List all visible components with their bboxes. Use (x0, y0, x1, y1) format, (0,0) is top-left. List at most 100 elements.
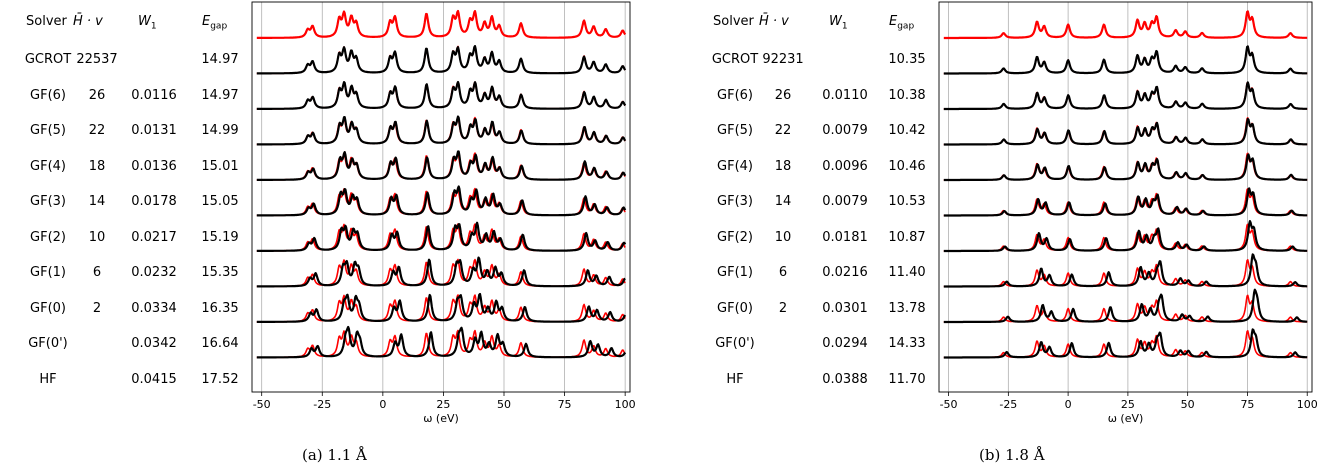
row-solver: GF(4) (30, 158, 66, 174)
row-solver: GF(0) (717, 300, 753, 316)
reference-spectrum-GF(0') (256, 294, 626, 323)
row-hv: 6 (92, 265, 102, 280)
w1-header-sub: 1 (841, 21, 848, 32)
row-egap: 11.70 (888, 371, 926, 387)
row-solver: HF (726, 371, 744, 387)
x-tick-label: 75 (1240, 398, 1254, 411)
row-egap: 16.35 (201, 300, 239, 316)
approx-spectrum-GF(2) (943, 187, 1308, 217)
reference-spectrum-GF(0) (256, 258, 626, 288)
row-egap: 15.05 (201, 194, 239, 209)
x-tick-label: -25 (999, 398, 1017, 411)
egap-header: Egap (202, 14, 227, 35)
row-w1: 0.0181 (822, 229, 868, 245)
row-solver: GCROT (711, 52, 759, 67)
approx-spectrum-GF(4) (943, 117, 1308, 146)
row-solver: HF (39, 371, 57, 387)
approx-spectrum-GF(0') (256, 292, 627, 323)
row-w1: 0.0342 (131, 336, 177, 351)
hv-header-main: H̄ (73, 14, 83, 29)
x-axis-label: ω (eV) (423, 412, 459, 425)
x-tick-label: 0 (379, 398, 386, 411)
row-w1: 0.0079 (822, 194, 868, 209)
row-hv: 18 (774, 158, 792, 174)
approx-spectrum-GF(3) (256, 150, 627, 181)
row-hv: 92231 (762, 52, 804, 67)
hv-header: H̄ · v (759, 14, 789, 30)
approx-spectrum-GF(4) (256, 115, 627, 146)
row-w1: 0.0334 (131, 300, 177, 316)
row-solver: GF(0') (715, 336, 755, 351)
approx-spectrum-GF(2) (256, 185, 627, 217)
row-w1: 0.0116 (131, 87, 177, 103)
x-tick-label: 75 (558, 398, 572, 411)
reference-spectrum-GCROT (943, 10, 1308, 40)
row-hv: 22 (88, 123, 106, 138)
approx-spectrum-GF(1) (256, 221, 627, 252)
x-tick-label: 25 (436, 398, 450, 411)
approx-spectrum-GF(3) (943, 153, 1308, 182)
spectra-plot: -50 -25 0 25 50 75 100 ω (eV) (251, 1, 636, 425)
row-w1: 0.0131 (131, 123, 177, 138)
row-w1: 0.0096 (822, 158, 868, 174)
x-tick-label: 50 (1181, 398, 1195, 411)
x-tick-label: 0 (1065, 398, 1072, 411)
row-hv: 10 (774, 229, 792, 245)
row-w1: 0.0415 (131, 371, 177, 387)
row-hv: 10 (88, 229, 106, 245)
row-hv: 26 (774, 87, 792, 103)
approx-spectrum-GF(0') (943, 288, 1308, 324)
row-egap: 14.97 (201, 87, 239, 103)
solver-header: Solver (713, 14, 754, 29)
reference-spectrum-GF(1) (256, 223, 626, 252)
reference-spectrum-GF(0) (943, 259, 1308, 288)
row-w1: 0.0216 (822, 265, 868, 280)
row-w1: 0.0136 (131, 158, 177, 174)
w1-header: W1 (138, 14, 157, 35)
row-egap: 16.64 (201, 336, 239, 351)
reference-spectrum-GF(3) (256, 152, 626, 181)
egap-header-main: E (889, 14, 898, 29)
egap-header-main: E (202, 14, 211, 29)
row-solver: GF(1) (30, 265, 66, 280)
x-tick-label: 50 (497, 398, 511, 411)
x-tick-label: 25 (1121, 398, 1135, 411)
panel-a: Solver H̄ · v W1 Egap GCROT 22537 14.97 GF(6) 26… (25, 1, 636, 464)
row-solver: GF(5) (30, 123, 66, 138)
row-hv: 2 (778, 300, 788, 316)
row-w1: 0.0301 (822, 300, 868, 316)
row-egap: 15.19 (201, 229, 239, 245)
panel-b: Solver H̄ · v W1 Egap GCROT 92231 10.35 GF(6) 26… (661, 0, 1322, 470)
solver-header: Solver (26, 14, 67, 29)
row-egap: 11.40 (888, 265, 926, 280)
row-hv: 22 (774, 123, 792, 138)
hv-header-suffix: · v (768, 14, 789, 29)
row-egap: 14.97 (201, 52, 239, 67)
row-solver: GF(6) (30, 87, 66, 103)
row-egap: 10.46 (888, 158, 926, 174)
row-w1: 0.0079 (822, 123, 868, 138)
approx-spectrum-GF(0) (943, 253, 1308, 288)
approx-spectrum-GF(5) (943, 81, 1308, 111)
reference-spectrum-GF(2) (256, 187, 626, 217)
row-solver: GF(3) (717, 194, 753, 209)
spectra-plot: -50 -25 0 25 50 75 100 ω (eV) (938, 1, 1318, 425)
row-solver: GF(1) (717, 265, 753, 280)
approx-spectrum-GF(6) (256, 45, 627, 75)
row-w1: 0.0294 (822, 336, 868, 351)
reference-spectrum-GCROT (256, 9, 627, 39)
reference-spectrum-GF(5) (256, 81, 626, 110)
x-tick-label: -50 (253, 398, 271, 411)
approx-spectrum-GF(5) (256, 80, 627, 110)
row-solver: GF(3) (30, 194, 66, 209)
w1-header-main: W (829, 14, 842, 29)
approx-spectrum-GF(0) (256, 256, 626, 288)
row-hv: 14 (88, 194, 106, 209)
row-solver: GF(5) (717, 123, 753, 138)
row-hv: 2 (92, 300, 102, 316)
row-w1: 0.0388 (822, 371, 868, 387)
row-hv: 14 (774, 194, 792, 209)
row-solver: GF(2) (717, 229, 753, 245)
x-axis-label: ω (eV) (1108, 412, 1144, 425)
w1-header-main: W (138, 14, 151, 29)
